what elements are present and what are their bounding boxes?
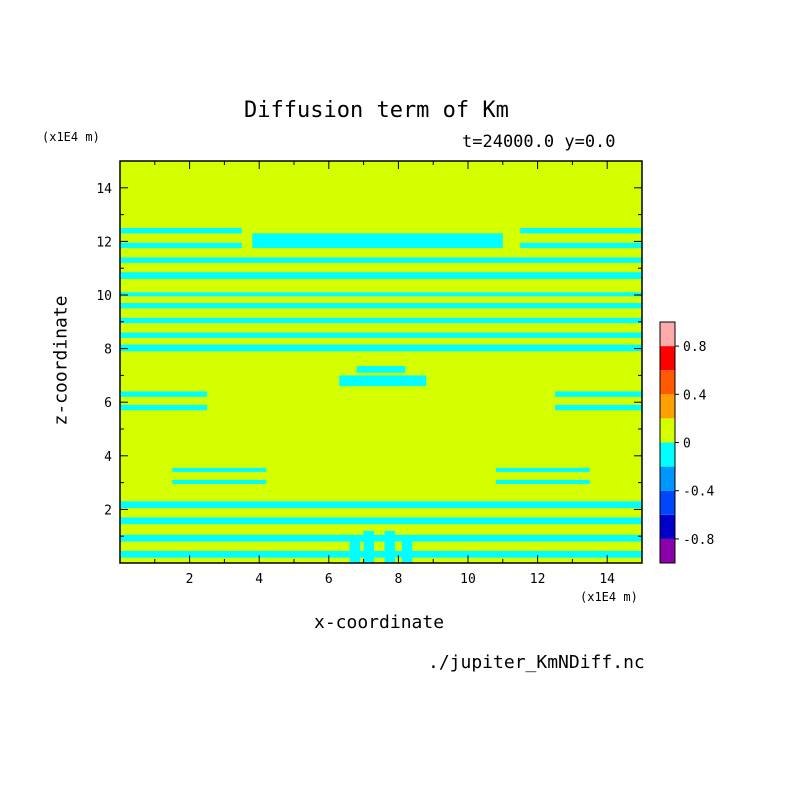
x-tick-label-3: 8 (394, 572, 402, 587)
contour-band-24 (520, 242, 642, 249)
colorbar-tick-label-0: -0.8 (683, 533, 714, 548)
plot-frame (119, 160, 643, 564)
x-tick-label-0: 2 (186, 572, 194, 587)
y-tick-label-4: 10 (96, 289, 112, 304)
colorbar-segment-6 (660, 394, 675, 419)
colorbar-tick-label-1: -0.4 (683, 485, 714, 500)
chart-title: Diffusion term of Km (244, 98, 509, 123)
colorbar-tick-label-3: 0.4 (683, 388, 707, 403)
contour-band-20 (120, 257, 642, 263)
y-tick-label-6: 14 (96, 182, 112, 197)
x-tick-label-1: 4 (255, 572, 263, 587)
contour-band-3 (120, 501, 642, 509)
contour-band-28 (384, 530, 395, 563)
colorbar-segment-9 (660, 322, 675, 347)
contour-band-27 (363, 530, 375, 563)
contour-band-22 (120, 228, 242, 234)
colorbar-segment-4 (660, 442, 675, 467)
contour-band-11 (555, 404, 642, 411)
y-unit-label: (x1E4 m) (42, 130, 100, 144)
contour-band-23 (252, 233, 503, 249)
contour-band-1 (120, 534, 642, 542)
colorbar-segment-8 (660, 346, 675, 371)
contour-band-0 (120, 550, 642, 558)
contour-band-29 (401, 536, 413, 563)
colorbar-segment-5 (660, 418, 675, 443)
y-tick-label-0: 2 (104, 503, 112, 518)
contour-band-19 (120, 272, 642, 279)
y-tick-label-5: 12 (96, 235, 112, 250)
contour-band-10 (555, 391, 642, 397)
colorbar-segment-0 (660, 538, 675, 563)
contour-band-21 (120, 242, 242, 249)
contour-band-17 (120, 303, 642, 309)
x-tick-label-6: 14 (599, 572, 615, 587)
y-tick-label-1: 4 (104, 450, 112, 465)
colorbar-segment-1 (660, 514, 675, 539)
contour-band-18 (120, 292, 642, 297)
contour-band-26 (349, 536, 361, 563)
contour-band-4 (172, 467, 267, 472)
x-axis-label: x-coordinate (314, 612, 445, 633)
contour-band-15 (120, 332, 642, 338)
contour-band-2 (120, 517, 642, 525)
contour-band-25 (520, 228, 642, 234)
contour-band-9 (120, 404, 207, 411)
x-unit-label: (x1E4 m) (580, 590, 638, 604)
contour-band-7 (495, 479, 590, 484)
colorbar-segment-7 (660, 370, 675, 395)
chart-subtitle: t=24000.0 y=0.0 (462, 132, 616, 152)
contour-band-13 (356, 366, 406, 373)
contour-band-14 (120, 344, 642, 352)
x-tick-label-2: 6 (325, 572, 333, 587)
source-filename: ./jupiter_KmNDiff.nc (428, 652, 645, 673)
colorbar-segment-3 (660, 466, 675, 491)
y-tick-label-3: 8 (104, 343, 112, 358)
x-tick-label-4: 10 (460, 572, 476, 587)
colorbar-tick-label-2: 0 (683, 437, 691, 452)
y-tick-label-2: 6 (104, 396, 112, 411)
colorbar-tick-label-4: 0.8 (683, 340, 706, 355)
contour-band-16 (120, 317, 642, 324)
colorbar-segment-2 (660, 490, 675, 515)
contour-band-5 (172, 479, 267, 484)
contour-band-8 (120, 391, 207, 397)
x-tick-label-5: 12 (530, 572, 546, 587)
contour-band-6 (495, 467, 590, 472)
contour-band-12 (339, 375, 427, 387)
